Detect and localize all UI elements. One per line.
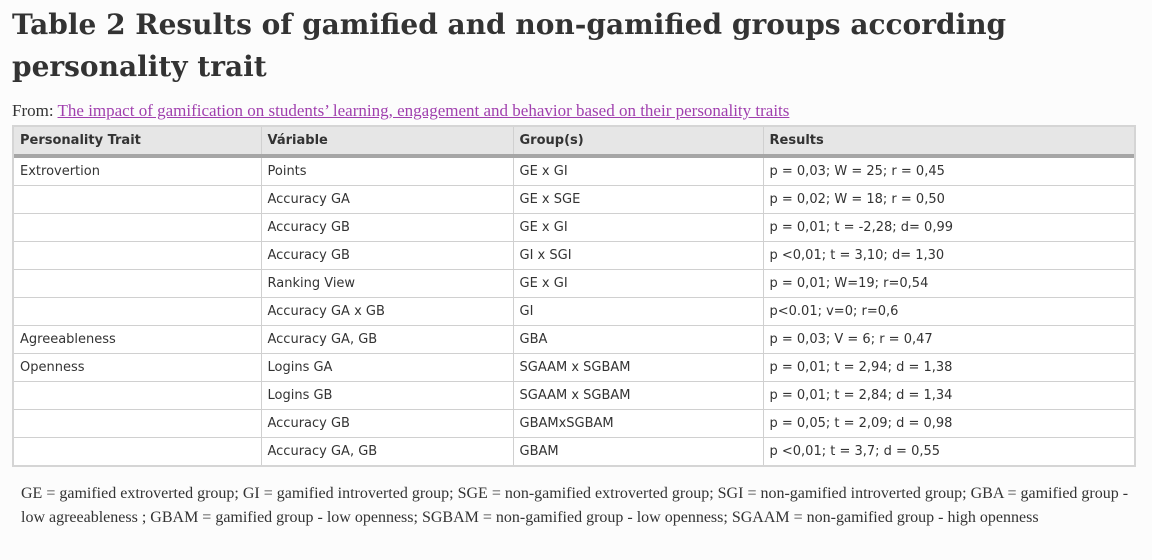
cell-results: p = 0,05; t = 2,09; d = 0,98 [762, 409, 1134, 438]
cell-groups: SGAAM x SGBAM [512, 381, 763, 410]
header-variable: Váriable [260, 127, 513, 158]
header-groups: Group(s) [512, 127, 763, 158]
cell-trait: Agreeableness [14, 325, 261, 354]
cell-results: p = 0,03; W = 25; r = 0,45 [762, 156, 1134, 186]
cell-results: p = 0,01; t = 2,84; d = 1,34 [762, 381, 1134, 410]
cell-groups: GBAMxSGBAM [512, 409, 763, 438]
table-row: Accuracy GA x GB GI p<0.01; v=0; r=0,6 [14, 297, 1134, 326]
page-title: Table 2 Results of gamified and non-gami… [12, 8, 1007, 83]
cell-results: p = 0,01; t = 2,94; d = 1,38 [762, 353, 1134, 382]
cell-trait [14, 297, 261, 326]
cell-groups: GE x GI [512, 213, 763, 242]
table-row: Extrovertion Points GE x GI p = 0,03; W … [14, 156, 1134, 186]
table-row: Agreeableness Accuracy GA, GB GBA p = 0,… [14, 325, 1134, 354]
cell-trait [14, 437, 261, 465]
table-header-row: Personality Trait Váriable Group(s) Resu… [14, 127, 1134, 158]
cell-trait: Extrovertion [20, 164, 100, 179]
cell-variable: Logins GB [260, 381, 513, 410]
cell-groups: GBAM [512, 437, 763, 465]
table-row: Accuracy GB GE x GI p = 0,01; t = -2,28;… [14, 213, 1134, 242]
cell-variable: Accuracy GB [260, 409, 513, 438]
cell-variable: Accuracy GB [260, 241, 513, 270]
table-row: Logins GB SGAAM x SGBAM p = 0,01; t = 2,… [14, 381, 1134, 410]
cell-results: p = 0,01; t = -2,28; d= 0,99 [762, 213, 1134, 242]
results-table-container: Personality Trait Váriable Group(s) Resu… [12, 125, 1136, 467]
cell-variable: Points [260, 156, 513, 186]
cell-groups: GI x SGI [512, 241, 763, 270]
cell-trait [14, 241, 261, 270]
header-personality-trait: Personality Trait [14, 127, 261, 158]
table-row: Accuracy GB GI x SGI p <0,01; t = 3,10; … [14, 241, 1134, 270]
header-results: Results [762, 127, 1134, 158]
cell-groups: GBA [512, 325, 763, 354]
cell-results: p <0,01; t = 3,7; d = 0,55 [762, 437, 1134, 465]
cell-results: p <0,01; t = 3,10; d= 1,30 [762, 241, 1134, 270]
table-row: Accuracy GB GBAMxSGBAM p = 0,05; t = 2,0… [14, 409, 1134, 438]
cell-variable: Accuracy GA [260, 185, 513, 214]
cell-trait [14, 409, 261, 438]
table-row: Accuracy GA GE x SGE p = 0,02; W = 18; r… [14, 185, 1134, 214]
source-line: From: The impact of gamification on stud… [12, 100, 789, 122]
source-prefix: From: [12, 101, 58, 120]
cell-variable: Ranking View [260, 269, 513, 298]
cell-groups: GE x SGE [512, 185, 763, 214]
table-row: Accuracy GA, GB GBAM p <0,01; t = 3,7; d… [14, 437, 1134, 465]
cell-trait [14, 381, 261, 410]
results-table: Personality Trait Váriable Group(s) Resu… [14, 127, 1134, 465]
cell-variable: Accuracy GA x GB [260, 297, 513, 326]
cell-groups: GI [512, 297, 763, 326]
cell-results: p = 0,02; W = 18; r = 0,50 [762, 185, 1134, 214]
cell-results: p = 0,03; V = 6; r = 0,47 [762, 325, 1134, 354]
cell-variable: Logins GA [260, 353, 513, 382]
cell-trait: Openness [14, 353, 261, 382]
table-footnote: GE = gamified extroverted group; GI = ga… [21, 485, 1129, 526]
cell-variable: Accuracy GA, GB [260, 437, 513, 465]
cell-groups: GE x GI [512, 156, 763, 186]
cell-variable: Accuracy GB [260, 213, 513, 242]
cell-groups: SGAAM x SGBAM [512, 353, 763, 382]
article-link[interactable]: The impact of gamification on students’ … [57, 101, 790, 120]
cell-groups: GE x GI [512, 269, 763, 298]
cell-results: p<0.01; v=0; r=0,6 [762, 297, 1134, 326]
cell-trait [14, 213, 261, 242]
cell-trait [14, 185, 261, 214]
table-row: Ranking View GE x GI p = 0,01; W=19; r=0… [14, 269, 1134, 298]
cell-variable: Accuracy GA, GB [260, 325, 513, 354]
cell-trait [14, 269, 261, 298]
table-row: Openness Logins GA SGAAM x SGBAM p = 0,0… [14, 353, 1134, 382]
cell-results: p = 0,01; W=19; r=0,54 [762, 269, 1134, 298]
